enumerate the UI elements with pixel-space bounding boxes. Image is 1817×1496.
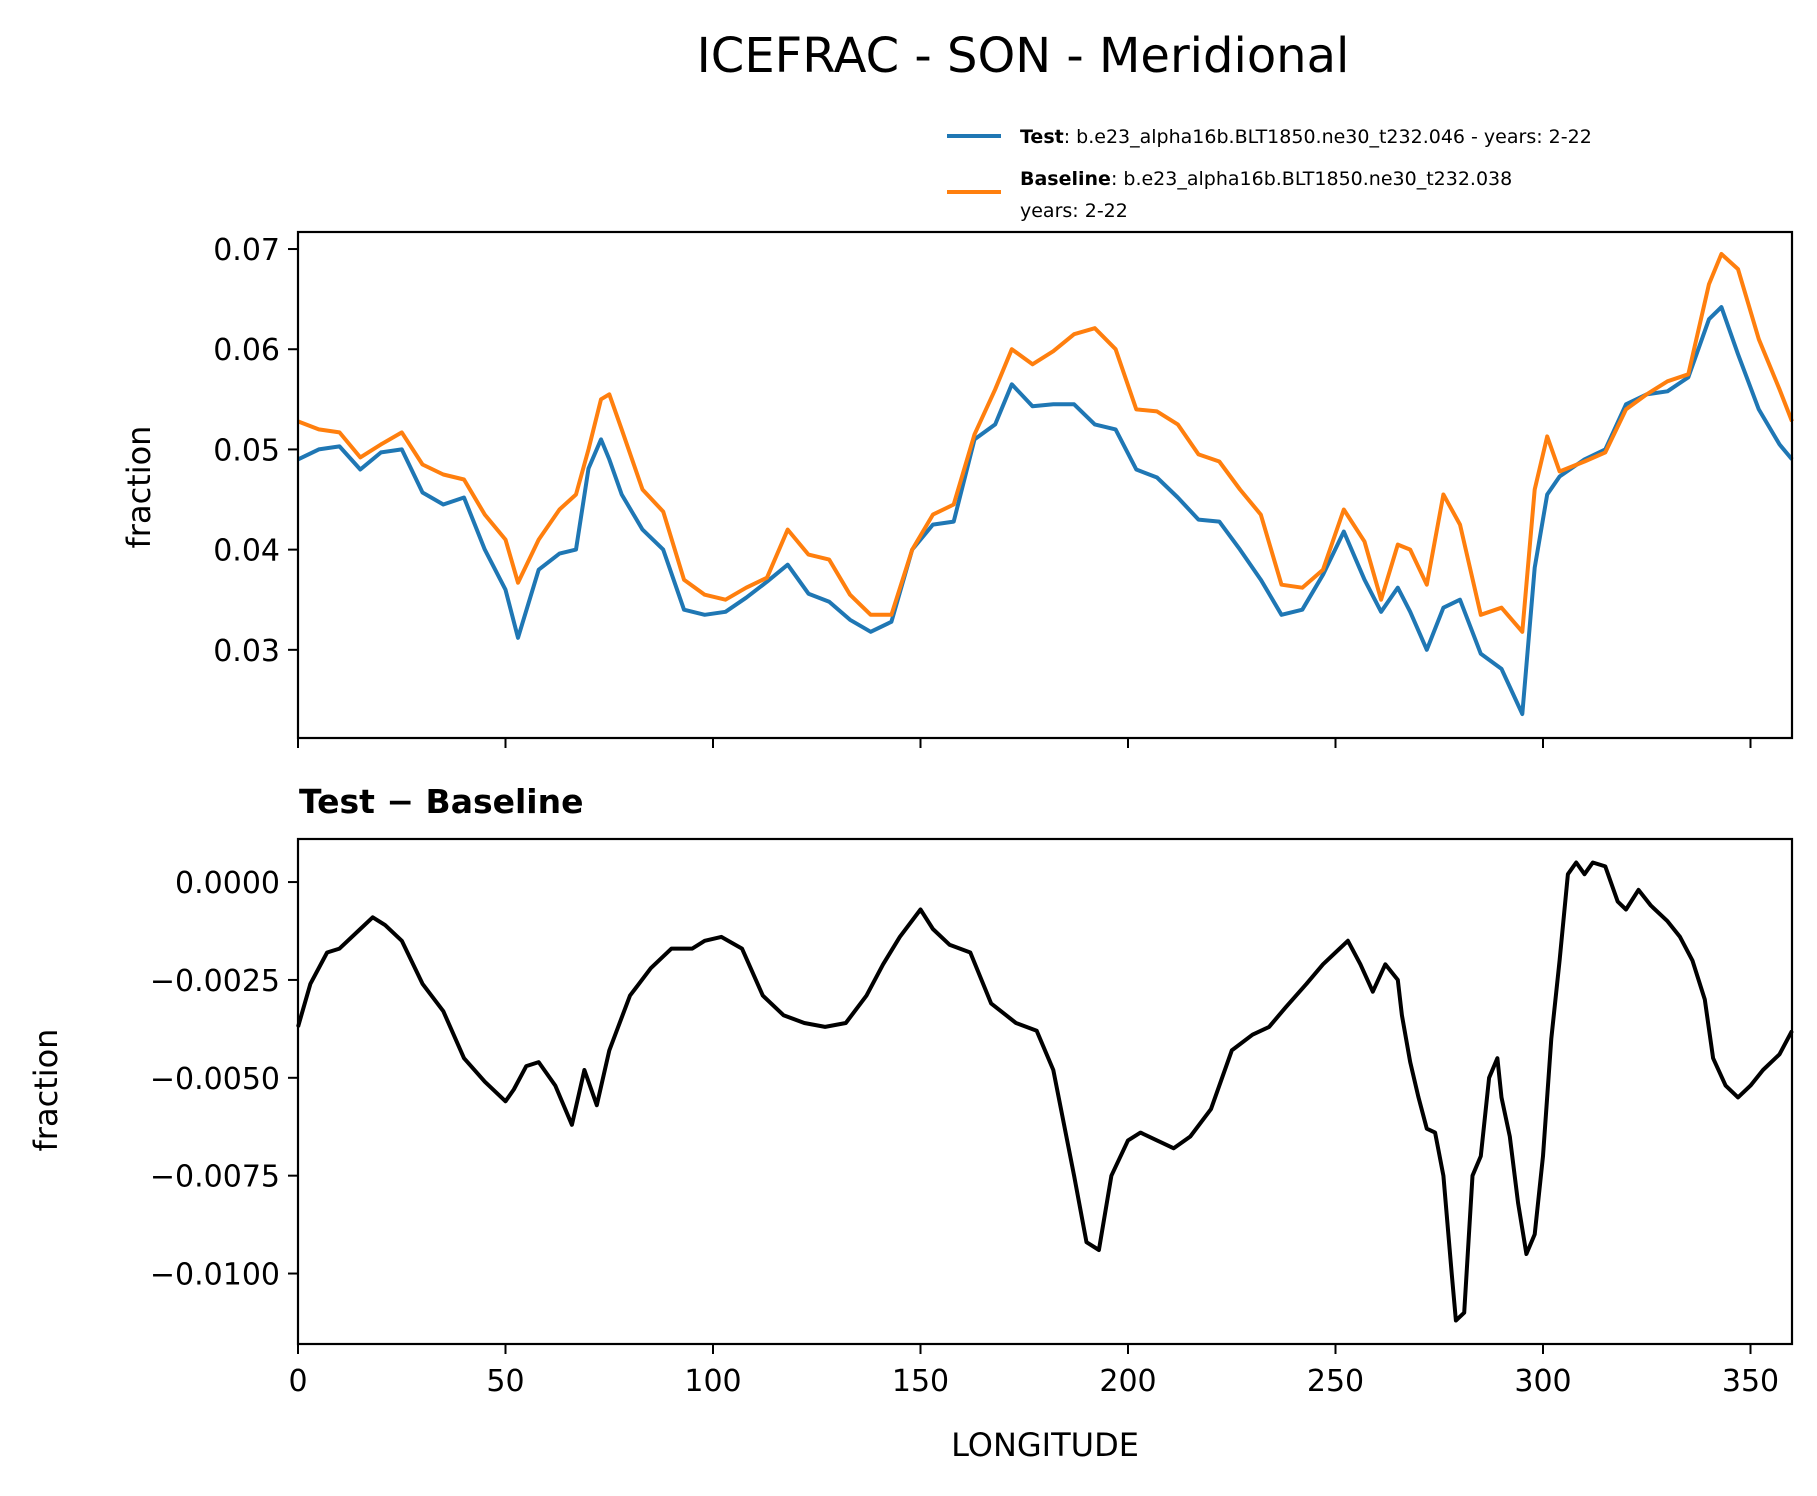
legend-baseline-entry: Baseline: b.e23_alpha16b.BLT1850.ne30_t2…: [1020, 168, 1512, 190]
bottom-x-tick-label: 250: [1307, 1364, 1364, 1399]
bottom-x-tick-label: 100: [684, 1364, 741, 1399]
top-series-line-baseline: [297, 252, 1794, 634]
bottom-x-ticks: 0 50 100 150 200 250 300 350: [288, 1344, 1779, 1399]
bottom-x-tick-label: 0: [288, 1364, 307, 1399]
top-x-ticks: [297, 738, 1752, 748]
bottom-series-line-test-baseline: [296, 860, 1794, 1323]
top-y-tick-label: 0.07: [213, 233, 280, 268]
bottom-x-tick-label: 150: [892, 1364, 949, 1399]
top-series-group: [297, 252, 1794, 716]
top-series-line-test: [297, 305, 1794, 716]
bottom-x-tick-label: 350: [1722, 1364, 1779, 1399]
top-y-ticks: 0.03 0.04 0.05 0.06 0.07: [213, 233, 298, 669]
top-y-tick-label: 0.06: [213, 333, 280, 368]
bottom-y-tick-label: −0.0025: [150, 964, 280, 999]
legend-test-detail: : b.e23_alpha16b.BLT1850.ne30_t232.046 -…: [1064, 126, 1592, 148]
x-axis-label: LONGITUDE: [951, 1426, 1139, 1464]
bottom-series-group: [296, 860, 1794, 1323]
legend: Test: b.e23_alpha16b.BLT1850.ne30_t232.0…: [947, 126, 1592, 222]
legend-test-entry: Test: b.e23_alpha16b.BLT1850.ne30_t232.0…: [1020, 126, 1592, 148]
bottom-y-tick-label: 0.0000: [175, 866, 280, 901]
top-plot-area: 0.03 0.04 0.05 0.06 0.07 fraction: [120, 230, 1794, 748]
bottom-x-tick-label: 50: [486, 1364, 524, 1399]
top-y-axis-label: fraction: [120, 426, 158, 549]
legend-baseline-name: Baseline: [1020, 168, 1111, 190]
bottom-x-tick-label: 200: [1099, 1364, 1156, 1399]
bottom-x-tick-label: 300: [1514, 1364, 1571, 1399]
legend-baseline-detail: : b.e23_alpha16b.BLT1850.ne30_t232.038: [1111, 168, 1512, 190]
bottom-plot-frame: [296, 837, 1794, 1346]
bottom-y-tick-label: −0.0075: [150, 1160, 280, 1195]
bottom-y-tick-label: −0.0050: [150, 1062, 280, 1097]
bottom-y-axis-label: fraction: [27, 1029, 65, 1152]
legend-baseline-detail2: years: 2-22: [1020, 200, 1128, 222]
top-y-tick-label: 0.04: [213, 534, 280, 569]
legend-test-name: Test: [1020, 126, 1064, 148]
bottom-y-ticks: 0.0000 −0.0025 −0.0050 −0.0075 −0.0100: [150, 866, 298, 1293]
bottom-plot-area: Test − Baseline 0.0000 −0.0025 −0.0050 −0.0…: [27, 782, 1794, 1464]
chart-title: ICEFRAC - SON - Meridional: [697, 28, 1350, 84]
top-y-tick-label: 0.03: [213, 634, 280, 669]
top-y-tick-label: 0.05: [213, 433, 280, 468]
bottom-y-tick-label: −0.0100: [150, 1258, 280, 1293]
difference-subtitle: Test − Baseline: [299, 782, 584, 821]
top-plot-frame: [296, 230, 1794, 740]
